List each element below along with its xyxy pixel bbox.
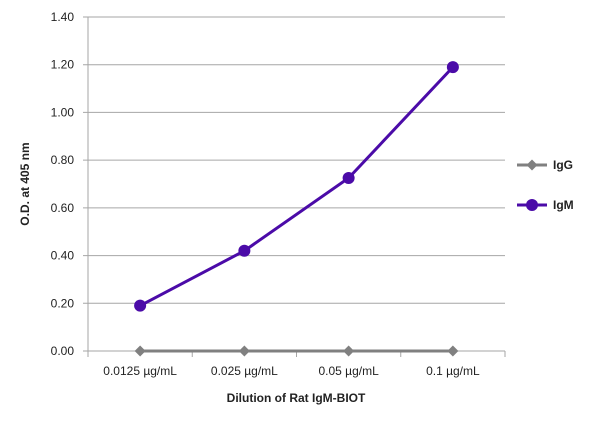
gridlines xyxy=(83,16,505,352)
data-point xyxy=(526,159,538,171)
data-point xyxy=(526,199,538,211)
legend-item-igg: IgG xyxy=(517,158,573,172)
x-tick-label: 0.1 µg/mL xyxy=(426,364,480,378)
legend-label: IgM xyxy=(553,198,574,212)
y-axis-label: O.D. at 405 nm xyxy=(18,142,32,225)
data-point xyxy=(238,244,251,257)
data-point xyxy=(446,61,459,74)
series-line xyxy=(139,66,454,307)
data-point xyxy=(343,345,355,357)
x-axis-label: Dilution of Rat IgM-BIOT xyxy=(227,391,366,405)
series-igg xyxy=(134,345,459,357)
y-tick-label: 1.40 xyxy=(51,10,75,24)
y-tick-label: 0.00 xyxy=(51,344,75,358)
series-igm xyxy=(134,61,459,312)
y-tick-label: 1.20 xyxy=(51,58,75,72)
y-tick-label: 0.80 xyxy=(51,153,75,167)
x-tick-label: 0.05 µg/mL xyxy=(318,364,379,378)
legend-label: IgG xyxy=(553,158,573,172)
y-tick-label: 0.60 xyxy=(51,201,75,215)
y-tick-label: 0.40 xyxy=(51,249,75,263)
data-point xyxy=(134,345,146,357)
y-tick-label: 0.20 xyxy=(51,296,75,310)
x-tick-label: 0.025 µg/mL xyxy=(211,364,278,378)
data-point xyxy=(134,299,147,312)
legend: IgG IgM xyxy=(517,158,574,212)
axes: 0.00 0.20 0.40 0.60 0.80 1.00 1.20 1.40 0.0125 µ… xyxy=(51,10,506,378)
data-point xyxy=(447,345,459,357)
series-layer xyxy=(134,61,459,357)
y-tick-label: 1.00 xyxy=(51,105,75,119)
data-point xyxy=(238,345,250,357)
x-tick-label: 0.0125 µg/mL xyxy=(103,364,177,378)
legend-item-igm: IgM xyxy=(517,198,574,212)
data-point xyxy=(342,172,355,185)
